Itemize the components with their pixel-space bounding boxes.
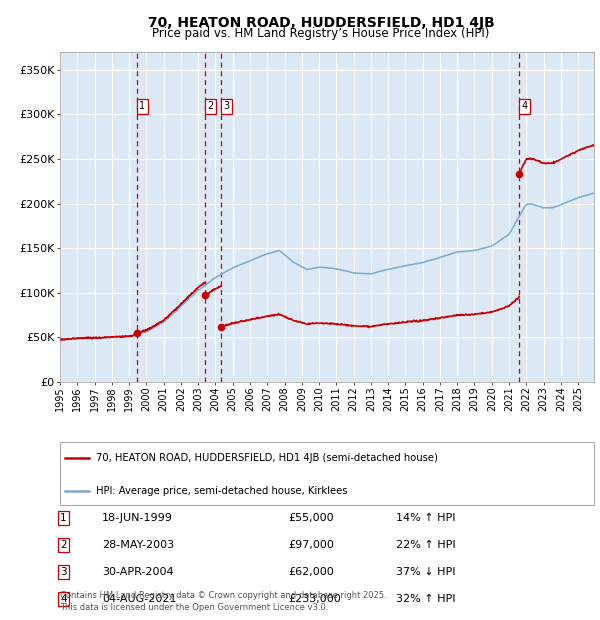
Text: 4: 4 [521, 102, 527, 112]
Text: 32% ↑ HPI: 32% ↑ HPI [396, 594, 455, 604]
Text: 28-MAY-2003: 28-MAY-2003 [102, 540, 174, 550]
Text: This data is licensed under the Open Government Licence v3.0.: This data is licensed under the Open Gov… [60, 603, 328, 612]
Text: £62,000: £62,000 [288, 567, 334, 577]
Text: 70, HEATON ROAD, HUDDERSFIELD, HD1 4JB: 70, HEATON ROAD, HUDDERSFIELD, HD1 4JB [148, 16, 494, 30]
Text: 2: 2 [208, 102, 214, 112]
Text: £55,000: £55,000 [288, 513, 334, 523]
Text: 3: 3 [60, 567, 67, 577]
Text: 37% ↓ HPI: 37% ↓ HPI [396, 567, 455, 577]
Text: £97,000: £97,000 [288, 540, 334, 550]
Text: 70, HEATON ROAD, HUDDERSFIELD, HD1 4JB (semi-detached house): 70, HEATON ROAD, HUDDERSFIELD, HD1 4JB (… [97, 453, 438, 463]
Text: 22% ↑ HPI: 22% ↑ HPI [396, 540, 455, 550]
Text: HPI: Average price, semi-detached house, Kirklees: HPI: Average price, semi-detached house,… [97, 486, 348, 496]
Text: 1: 1 [139, 102, 145, 112]
Text: 14% ↑ HPI: 14% ↑ HPI [396, 513, 455, 523]
Text: 1: 1 [60, 513, 67, 523]
FancyBboxPatch shape [60, 442, 594, 505]
Text: 30-APR-2004: 30-APR-2004 [102, 567, 173, 577]
Text: 18-JUN-1999: 18-JUN-1999 [102, 513, 173, 523]
Text: 2: 2 [60, 540, 67, 550]
Text: 3: 3 [223, 102, 229, 112]
Text: Price paid vs. HM Land Registry’s House Price Index (HPI): Price paid vs. HM Land Registry’s House … [152, 27, 490, 40]
Text: 04-AUG-2021: 04-AUG-2021 [102, 594, 176, 604]
Text: Contains HM Land Registry data © Crown copyright and database right 2025.: Contains HM Land Registry data © Crown c… [60, 591, 386, 600]
Text: £233,000: £233,000 [288, 594, 341, 604]
Text: 4: 4 [60, 594, 67, 604]
